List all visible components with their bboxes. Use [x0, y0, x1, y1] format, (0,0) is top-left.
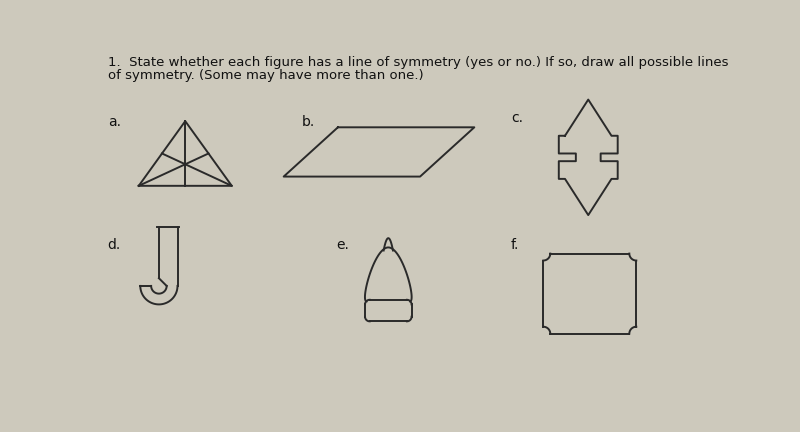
- Text: e.: e.: [336, 238, 350, 252]
- Text: c.: c.: [510, 111, 522, 125]
- Text: d.: d.: [108, 238, 121, 252]
- Text: a.: a.: [108, 115, 121, 129]
- Text: b.: b.: [302, 115, 314, 129]
- Text: 1.  State whether each figure has a line of symmetry (yes or no.) If so, draw al: 1. State whether each figure has a line …: [108, 57, 728, 70]
- Text: of symmetry. (Some may have more than one.): of symmetry. (Some may have more than on…: [108, 69, 423, 82]
- Text: f.: f.: [510, 238, 519, 252]
